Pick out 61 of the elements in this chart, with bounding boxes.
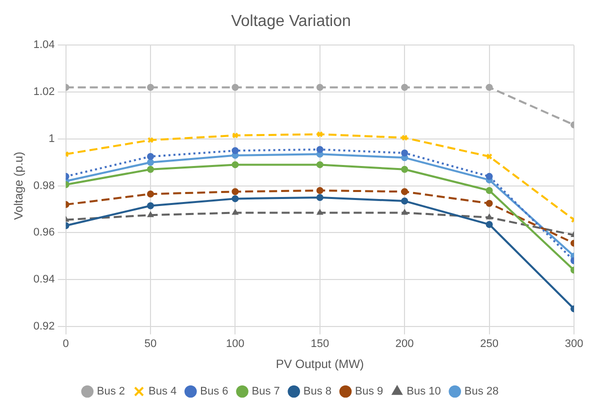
point [486,153,492,160]
y-tick-label: 1.02 [33,86,55,98]
point [147,136,154,144]
point [232,147,239,154]
point [401,188,408,196]
y-tick-label: 0.94 [33,274,55,286]
point [486,214,492,220]
x-tick-label: 100 [226,338,244,350]
point [486,172,493,180]
point [316,194,324,202]
point [316,209,324,215]
point [147,190,154,198]
point [232,209,238,215]
y-tick-label: 1 [48,132,55,145]
point [486,84,493,91]
legend-label: Bus 10 [406,386,441,398]
legend-label: Bus 2 [96,386,126,398]
legend-label: Bus 7 [252,386,280,398]
x-tick-label: 150 [310,338,330,350]
x-tick-label: 200 [395,338,414,350]
point [486,200,493,207]
legend-label: Bus 28 [464,386,499,398]
legend-label: Bus 9 [355,386,384,398]
point [316,186,324,194]
point [401,198,408,205]
point [401,149,408,156]
legend-label: Bus 8 [303,386,332,398]
point [316,146,324,153]
point [316,131,324,138]
x-axis-title: PV Output (MW) [276,357,364,372]
legend-label: Bus 6 [200,386,228,398]
y-tick-label: 0.98 [33,180,55,192]
x-tick-label: 50 [144,338,157,350]
y-axis-title: Voltage (p.u) [12,152,26,220]
chart-title: Voltage Variation [231,13,351,30]
point [147,158,154,166]
point [401,84,408,91]
point [147,153,154,160]
point [486,186,493,194]
point [316,84,324,91]
point [232,132,238,139]
point [401,134,408,141]
point [402,209,408,215]
point [232,188,239,196]
point [147,166,154,173]
x-tick-label: 300 [564,338,584,350]
point [147,202,154,210]
point [401,166,408,173]
point [232,84,239,91]
point [486,220,493,228]
x-tick-label: 250 [480,338,498,350]
legend-label: Bus 4 [148,386,177,398]
y-tick-label: 1.04 [33,39,55,52]
y-tick-label: 0.96 [33,226,55,239]
point [147,84,154,91]
point [232,161,239,168]
point [316,161,324,168]
point [147,212,154,218]
x-tick-label: 0 [62,338,69,350]
y-tick-label: 0.92 [33,320,55,332]
point [232,195,239,202]
